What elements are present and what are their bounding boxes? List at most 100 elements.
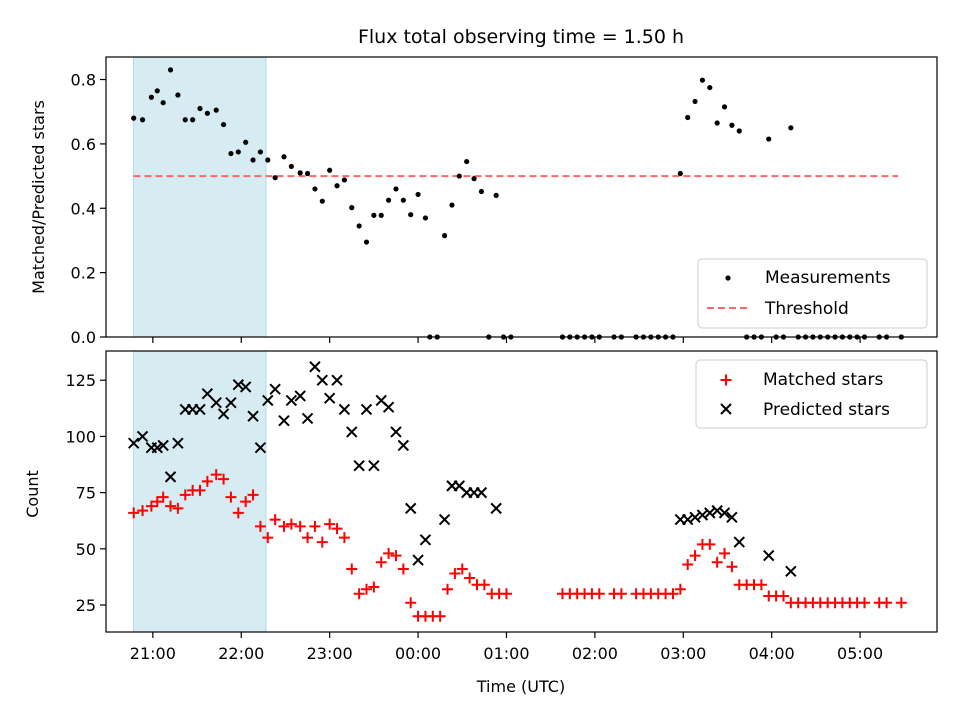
x-tick-label: 04:00 xyxy=(749,644,795,663)
predicted-star-point xyxy=(285,394,298,407)
measurement-point xyxy=(464,158,470,165)
matched-star-point xyxy=(179,489,191,501)
matched-star-point xyxy=(859,597,871,609)
measurement-point xyxy=(729,122,735,128)
y-tick-label: 0.8 xyxy=(71,71,96,90)
measurement-point xyxy=(441,233,448,239)
measurement-point xyxy=(685,114,691,121)
matched-star-point xyxy=(449,568,461,580)
measurement-point xyxy=(471,176,477,182)
matched-star-point xyxy=(375,556,387,568)
x-tick-label: 02:00 xyxy=(572,644,618,663)
predicted-star-point xyxy=(201,388,214,400)
measurement-point xyxy=(139,117,146,123)
plot-frame xyxy=(105,350,938,633)
matched-star-point xyxy=(225,491,237,503)
data-points xyxy=(131,67,904,340)
measurement-point xyxy=(204,110,210,116)
predicted-star-point xyxy=(412,554,424,566)
predicted-star-point xyxy=(368,459,380,472)
predicted-star-point xyxy=(763,549,775,562)
bottom-legend: Matched stars Predicted stars xyxy=(695,359,928,429)
measurement-point xyxy=(677,170,683,177)
matched-star-point xyxy=(324,518,336,530)
predicted-star-point xyxy=(718,507,731,519)
matched-star-point xyxy=(593,588,605,600)
measurement-point xyxy=(415,191,421,198)
legend-label-matched: Matched stars xyxy=(763,370,883,390)
matched-star-point xyxy=(210,469,222,481)
measurement-point xyxy=(334,183,340,189)
matched-star-point xyxy=(674,583,686,595)
matched-star-point xyxy=(615,588,627,600)
predicted-star-point xyxy=(404,502,417,515)
predicted-star-point xyxy=(346,426,358,438)
measurement-point xyxy=(160,100,166,106)
matched-star-point xyxy=(331,523,343,535)
measurement-point xyxy=(422,215,429,221)
measurement-point xyxy=(131,115,137,121)
y-tick-label: 0.4 xyxy=(71,199,96,218)
top-plot-panel: 0.0 0.2 0.4 0.6 0.8 Measurements Threshold xyxy=(71,56,938,347)
measurement-point xyxy=(243,139,249,145)
measurement-point xyxy=(449,202,455,208)
matched-star-point xyxy=(755,579,767,591)
matched-star-point xyxy=(682,559,694,571)
matched-star-point xyxy=(456,563,468,575)
predicted-star-point xyxy=(136,430,149,443)
matched-star-point xyxy=(309,520,321,532)
matched-star-point xyxy=(218,473,230,485)
matched-star-point xyxy=(704,538,716,550)
predicted-star-point xyxy=(294,390,306,402)
predicted-star-point xyxy=(733,536,745,548)
matched-star-point xyxy=(151,496,163,508)
top-y-axis-label: Matched/Predicted stars xyxy=(29,100,48,294)
predicted-star-point xyxy=(360,403,373,416)
y-tick-label: 125 xyxy=(65,371,96,390)
matched-star-point xyxy=(172,502,184,514)
predicted-star-point xyxy=(785,565,797,578)
matched-star-point xyxy=(316,536,328,548)
measurement-point xyxy=(788,125,794,131)
measurement-point xyxy=(175,92,181,98)
matched-star-point xyxy=(145,500,157,512)
chart-title: Flux total observing time = 1.50 h xyxy=(358,26,684,48)
matched-star-point xyxy=(368,581,380,593)
matched-star-point xyxy=(895,597,907,609)
matched-star-point xyxy=(157,491,169,503)
matched-star-point xyxy=(434,610,446,622)
measurement-point xyxy=(228,150,234,157)
y-tick-label: 25 xyxy=(76,596,96,615)
y-tick-label: 75 xyxy=(76,484,96,503)
measurement-point xyxy=(493,192,499,198)
predicted-star-point xyxy=(438,513,451,526)
matched-star-point xyxy=(464,572,476,584)
x-axis-label: Time (UTC) xyxy=(476,677,565,696)
measurement-point xyxy=(250,157,256,163)
matched-star-point xyxy=(302,532,314,544)
y-tick-label: 0.0 xyxy=(71,328,96,347)
matched-star-point xyxy=(500,588,512,600)
legend-label-predicted: Predicted stars xyxy=(763,400,890,420)
top-legend: Measurements Threshold xyxy=(697,258,928,329)
predicted-star-point xyxy=(157,439,169,452)
predicted-star-point xyxy=(254,441,267,454)
measurement-point xyxy=(341,177,347,183)
measurement-point xyxy=(393,186,399,192)
matched-star-point xyxy=(478,579,490,591)
matched-star-point xyxy=(128,507,140,519)
x-tick-label: 23:00 xyxy=(307,644,353,663)
plot-frame xyxy=(105,56,938,338)
measurement-point xyxy=(197,105,203,112)
measurement-point xyxy=(281,154,287,160)
measurement-point xyxy=(356,223,362,229)
measurement-point xyxy=(699,77,706,83)
matched-star-point xyxy=(247,489,259,501)
measurement-point xyxy=(319,198,325,204)
measurement-point xyxy=(272,175,278,181)
measurement-point xyxy=(736,128,742,134)
predicted-star-point xyxy=(689,511,701,524)
measurement-point xyxy=(363,239,370,245)
predicted-star-point xyxy=(262,394,274,407)
measurement-point xyxy=(257,149,264,155)
